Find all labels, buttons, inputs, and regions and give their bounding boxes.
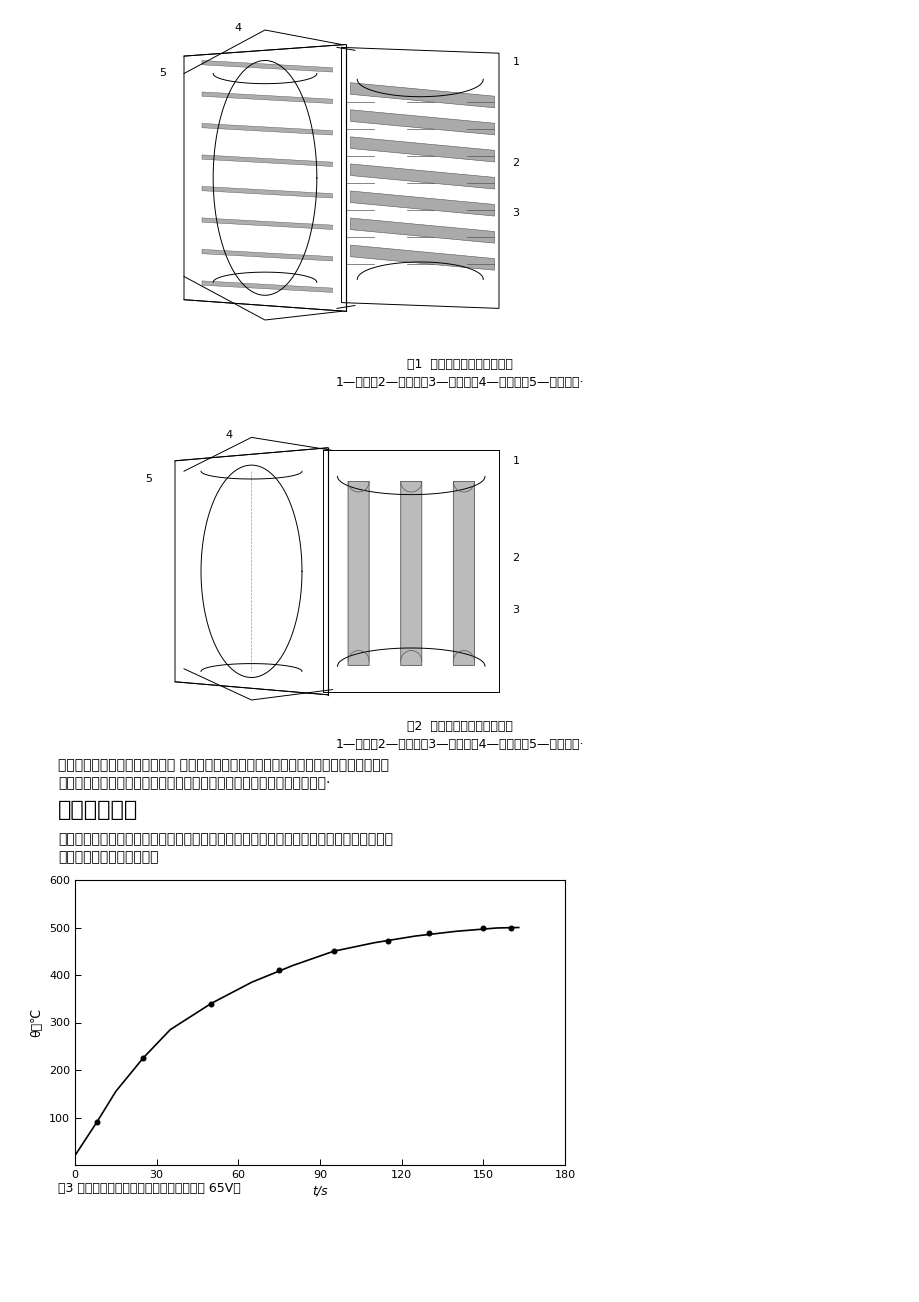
Text: 1—炉体；2—加热器；3—反射罩；4—保护罩；5—冷却气管·: 1—炉体；2—加热器；3—反射罩；4—保护罩；5—冷却气管· [335, 738, 584, 751]
FancyBboxPatch shape [453, 482, 474, 665]
Polygon shape [350, 137, 494, 161]
X-axis label: t/s: t/s [312, 1184, 327, 1197]
Text: 5: 5 [145, 474, 153, 484]
Text: 1—炉体；2—加热器；3—反射罩；4—保护罩；5—冷却气管·: 1—炉体；2—加热器；3—反射罩；4—保护罩；5—冷却气管· [335, 376, 584, 389]
Text: 3: 3 [512, 208, 519, 217]
Polygon shape [350, 109, 494, 135]
Text: 3: 3 [512, 605, 519, 616]
Polygon shape [350, 191, 494, 216]
FancyBboxPatch shape [401, 482, 421, 665]
Text: 1: 1 [512, 57, 519, 66]
Polygon shape [202, 60, 332, 72]
Text: 制，实现加热的全部过程。: 制，实现加热的全部过程。 [58, 850, 158, 865]
Text: 红外线加热系统加热对象为各种不同形状其配有测温系统、调功系统，调整电压达到精准控: 红外线加热系统加热对象为各种不同形状其配有测温系统、调功系统，调整电压达到精准控 [58, 832, 392, 846]
Text: 2: 2 [512, 553, 519, 564]
Text: 2: 2 [512, 159, 519, 168]
Text: 图3 红外线加热炉温升曲线（单只灯管电压 65V）: 图3 红外线加热炉温升曲线（单只灯管电压 65V） [58, 1182, 241, 1195]
Text: 镀金反射罩的焦点上，从而使红外线电加热器与镀金反射罩构成热辐射源·: 镀金反射罩的焦点上，从而使红外线电加热器与镀金反射罩构成热辐射源· [58, 776, 330, 790]
Polygon shape [350, 83, 494, 108]
Polygon shape [202, 186, 332, 198]
Text: 图2  适用于柱状试样的加热器: 图2 适用于柱状试样的加热器 [406, 720, 513, 733]
Polygon shape [350, 245, 494, 271]
FancyBboxPatch shape [347, 482, 369, 665]
Text: 红外线加热炉最为突出的特点是 在炉体内排布了数个镀金反射罩，红外线加热器又安装在: 红外线加热炉最为突出的特点是 在炉体内排布了数个镀金反射罩，红外线加热器又安装在 [58, 758, 389, 772]
Text: 图1  适用于板状试样的加热器: 图1 适用于板状试样的加热器 [406, 358, 513, 371]
Text: 1: 1 [512, 456, 519, 466]
Polygon shape [350, 217, 494, 243]
Text: 三、应用效果: 三、应用效果 [58, 799, 138, 820]
Polygon shape [350, 164, 494, 189]
Text: 5: 5 [159, 69, 165, 78]
Polygon shape [202, 124, 332, 135]
Polygon shape [202, 92, 332, 104]
Text: 4: 4 [225, 430, 233, 440]
Y-axis label: θ／℃: θ／℃ [30, 1008, 43, 1038]
Polygon shape [202, 250, 332, 260]
Polygon shape [202, 281, 332, 293]
Polygon shape [202, 155, 332, 167]
Polygon shape [202, 217, 332, 229]
Text: 4: 4 [234, 23, 242, 33]
